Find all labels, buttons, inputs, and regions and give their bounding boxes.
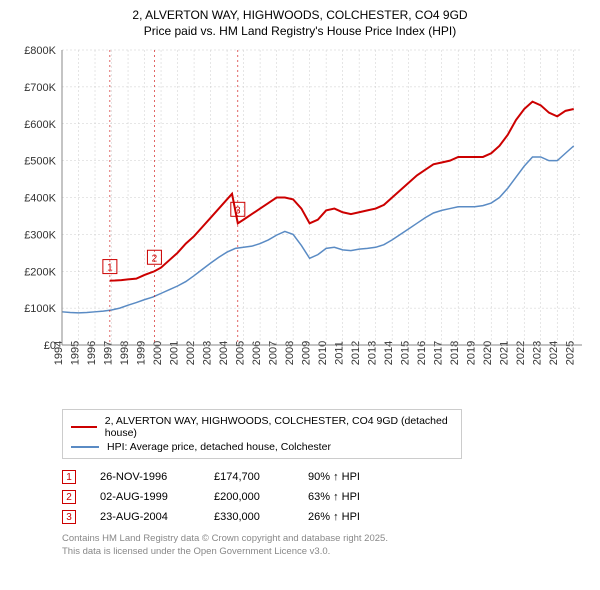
legend-swatch (71, 446, 99, 448)
x-tick-label: 2020 (482, 341, 494, 365)
chart-marker-1: 1 (107, 263, 113, 274)
x-tick-label: 2021 (499, 341, 511, 365)
event-pct: 63% ↑ HPI (308, 491, 408, 503)
x-tick-label: 2009 (301, 341, 313, 365)
x-tick-label: 2012 (350, 341, 362, 365)
footnote: Contains HM Land Registry data © Crown c… (62, 533, 588, 558)
x-tick-label: 2008 (284, 341, 296, 365)
x-tick-label: 2006 (251, 341, 263, 365)
event-marker: 3 (62, 510, 76, 524)
footnote-line-1: Contains HM Land Registry data © Crown c… (62, 533, 588, 545)
event-pct: 26% ↑ HPI (308, 511, 408, 523)
x-tick-label: 2017 (433, 341, 445, 365)
event-price: £330,000 (214, 511, 284, 523)
event-row: 2 02-AUG-1999 £200,000 63% ↑ HPI (62, 487, 588, 507)
chart-title: 2, ALVERTON WAY, HIGHWOODS, COLCHESTER, … (12, 8, 588, 39)
footnote-line-2: This data is licensed under the Open Gov… (62, 546, 588, 558)
chart-svg: 123 £0£100K£200K£300K£400K£500K£600K£700… (12, 45, 588, 405)
legend-label: HPI: Average price, detached house, Colc… (107, 441, 331, 453)
event-date: 23-AUG-2004 (100, 511, 190, 523)
series-price_paid (110, 102, 574, 281)
event-row: 3 23-AUG-2004 £330,000 26% ↑ HPI (62, 507, 588, 527)
event-table: 1 26-NOV-1996 £174,700 90% ↑ HPI 2 02-AUG-199… (62, 467, 588, 527)
x-tick-label: 2023 (532, 341, 544, 365)
x-tick-label: 2015 (400, 341, 412, 365)
y-tick-label: £300K (24, 230, 56, 242)
event-marker: 1 (62, 470, 76, 484)
event-date: 26-NOV-1996 (100, 471, 190, 483)
legend-item: 2, ALVERTON WAY, HIGHWOODS, COLCHESTER, … (71, 414, 453, 440)
x-tick-label: 2001 (169, 341, 181, 365)
x-tick-label: 2018 (449, 341, 461, 365)
y-tick-label: £800K (24, 45, 56, 57)
x-tick-label: 2004 (218, 341, 230, 365)
chart-marker-3: 3 (235, 206, 241, 217)
x-tick-label: 2019 (466, 341, 478, 365)
y-tick-label: £500K (24, 156, 56, 168)
title-line-2: Price paid vs. HM Land Registry's House … (12, 24, 588, 40)
x-tick-label: 2024 (548, 341, 560, 365)
legend-label: 2, ALVERTON WAY, HIGHWOODS, COLCHESTER, … (105, 415, 453, 439)
y-tick-label: £400K (24, 193, 56, 205)
x-tick-label: 2025 (565, 341, 577, 365)
chart-legend: 2, ALVERTON WAY, HIGHWOODS, COLCHESTER, … (62, 409, 462, 459)
x-tick-label: 1998 (119, 341, 131, 365)
y-tick-label: £200K (24, 266, 56, 278)
event-marker: 2 (62, 490, 76, 504)
event-price: £200,000 (214, 491, 284, 503)
x-tick-label: 2022 (515, 341, 527, 365)
chart-container: 2, ALVERTON WAY, HIGHWOODS, COLCHESTER, … (0, 0, 600, 590)
legend-swatch (71, 426, 97, 428)
x-tick-label: 1996 (86, 341, 98, 365)
x-tick-label: 2000 (152, 341, 164, 365)
y-tick-label: £600K (24, 119, 56, 131)
chart-plot-area: 123 £0£100K£200K£300K£400K£500K£600K£700… (12, 45, 588, 405)
chart-marker-2: 2 (152, 253, 158, 264)
event-row: 1 26-NOV-1996 £174,700 90% ↑ HPI (62, 467, 588, 487)
event-price: £174,700 (214, 471, 284, 483)
x-tick-label: 2007 (268, 341, 280, 365)
x-tick-label: 2014 (383, 341, 395, 365)
x-tick-label: 2005 (235, 341, 247, 365)
x-tick-label: 2003 (202, 341, 214, 365)
legend-item: HPI: Average price, detached house, Colc… (71, 440, 453, 454)
y-tick-label: £700K (24, 82, 56, 94)
x-tick-label: 2002 (185, 341, 197, 365)
x-tick-label: 2010 (317, 341, 329, 365)
x-tick-label: 1995 (70, 341, 82, 365)
x-tick-label: 1999 (136, 341, 148, 365)
event-date: 02-AUG-1999 (100, 491, 190, 503)
series-hpi (62, 146, 574, 313)
x-tick-label: 1994 (53, 341, 65, 365)
x-tick-label: 1997 (103, 341, 115, 365)
event-pct: 90% ↑ HPI (308, 471, 408, 483)
y-tick-label: £100K (24, 303, 56, 315)
x-tick-label: 2013 (367, 341, 379, 365)
x-tick-label: 2016 (416, 341, 428, 365)
title-line-1: 2, ALVERTON WAY, HIGHWOODS, COLCHESTER, … (12, 8, 588, 24)
